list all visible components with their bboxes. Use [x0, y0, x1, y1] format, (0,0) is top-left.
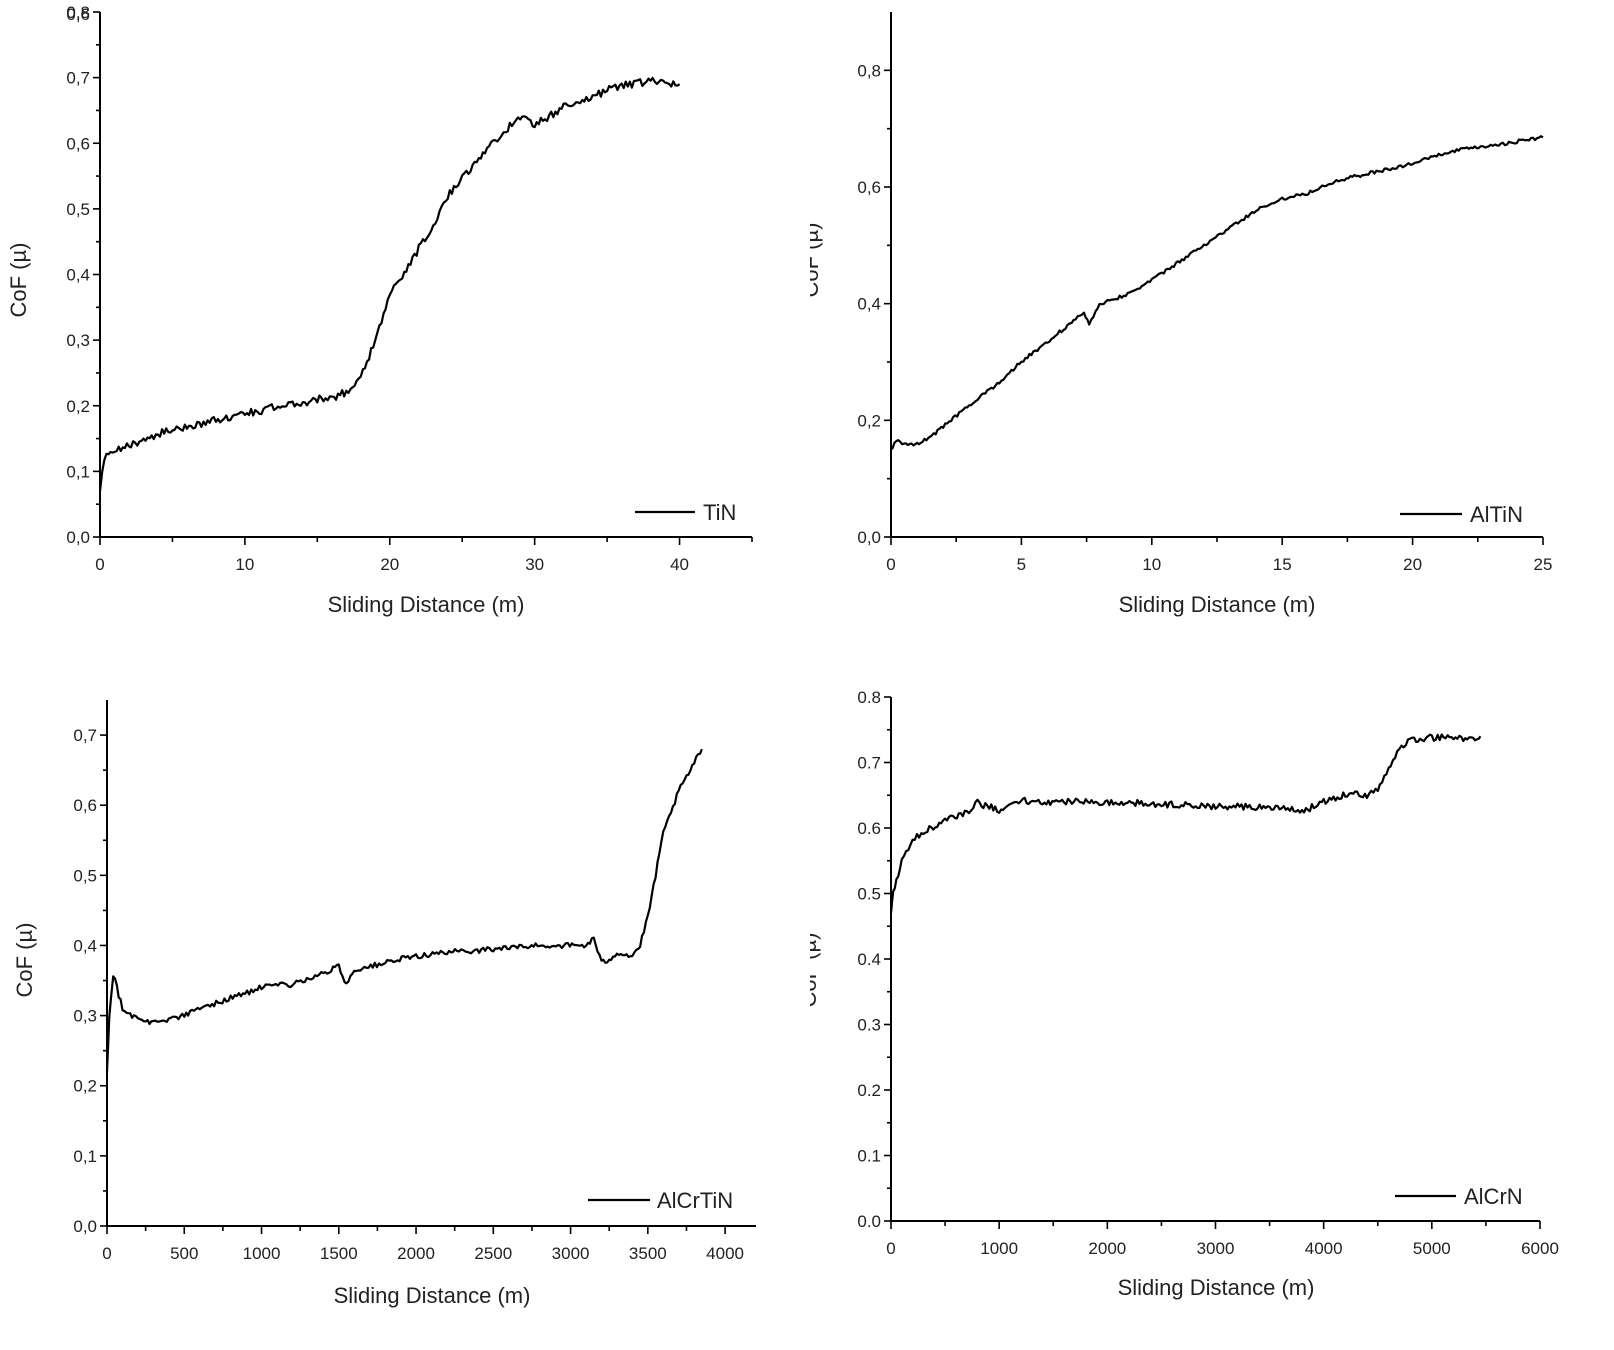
y-tick-label: 0,5	[73, 866, 97, 885]
y-tick-label: 0,6	[857, 178, 881, 197]
y-tick-label: 0,4	[66, 266, 90, 285]
y-tick-label: 0.4	[857, 950, 881, 969]
x-axis-title: Sliding Distance (m)	[1118, 1275, 1315, 1300]
chart-svg: 0,0 0,1 0,2 0,3 0,4 0,5 0,6 0,7 0,8 0 10 20 30 40 0,…	[6, 3, 753, 617]
y-tick-label: 0.3	[857, 1016, 881, 1035]
chart-svg: 0.0 0.1 0.2 0.3 0.4 0.5 0.6 0.7 0.8 0 1000 2000 300…	[810, 688, 1559, 1300]
y-ticks: 0,0 0,1 0,2 0,3 0,4 0,5 0,6 0,7	[73, 726, 107, 1236]
chart-panel-altin: 0,0 0,2 0,4 0,6 0,8 0 5 10 15 20 25 Sliding Dista…	[810, 0, 1610, 670]
x-tick-label: 2000	[1088, 1239, 1126, 1258]
x-tick-label: 20	[380, 555, 399, 574]
x-tick-label: 1500	[320, 1244, 358, 1263]
x-ticks: 0 500 1000 1500 2000 2500 3000 3500 4000	[102, 1226, 744, 1263]
y-tick-label: 0,1	[66, 462, 90, 481]
legend-label: AlCrTiN	[657, 1188, 733, 1213]
y-tick-label: 0,1	[73, 1147, 97, 1166]
x-axis-title: Sliding Distance (m)	[328, 592, 525, 617]
y-tick-label: 0,8	[857, 61, 881, 80]
y-tick-label: 0,6	[66, 134, 90, 153]
series-line	[98, 76, 681, 492]
y-tick-label: 0,4	[857, 295, 881, 314]
x-tick-label: 6000	[1521, 1239, 1559, 1258]
y-top-label: 0,6	[66, 5, 90, 24]
series-line	[890, 135, 1544, 451]
y-tick-label: 0,2	[66, 397, 90, 416]
x-tick-label: 10	[235, 555, 254, 574]
x-ticks: 0 5 10 15 20 25	[886, 537, 1552, 574]
y-tick-label: 0,3	[73, 1007, 97, 1026]
x-tick-label: 0	[886, 555, 895, 574]
y-ticks: 0.0 0.1 0.2 0.3 0.4 0.5 0.6 0.7 0.8	[857, 688, 891, 1231]
x-tick-label: 3500	[629, 1244, 667, 1263]
y-axis-title: CoF (µ)	[6, 242, 31, 317]
x-tick-label: 3000	[1197, 1239, 1235, 1258]
x-axis-title: Sliding Distance (m)	[1119, 592, 1316, 617]
y-ticks: 0,0 0,2 0,4 0,6 0,8	[857, 61, 891, 547]
series-line	[889, 733, 1482, 914]
y-tick-label: 0,0	[857, 528, 881, 547]
y-tick-label: 0.7	[857, 754, 881, 773]
legend-label: TiN	[703, 500, 736, 525]
y-tick-label: 0,0	[73, 1217, 97, 1236]
x-tick-label: 4000	[706, 1244, 744, 1263]
x-tick-label: 1000	[243, 1244, 281, 1263]
x-tick-label: 40	[670, 555, 689, 574]
x-tick-label: 25	[1534, 555, 1553, 574]
y-axis-title: CoF (µ)	[810, 222, 823, 297]
x-tick-label: 20	[1403, 555, 1422, 574]
legend-label: AlTiN	[1470, 502, 1523, 527]
y-tick-label: 0,2	[73, 1077, 97, 1096]
x-tick-label: 4000	[1305, 1239, 1343, 1258]
y-tick-label: 0,7	[66, 69, 90, 88]
y-tick-label: 0,6	[73, 796, 97, 815]
x-tick-label: 5000	[1413, 1239, 1451, 1258]
y-axis-title: CoF (µ)	[810, 932, 821, 1007]
x-tick-label: 10	[1142, 555, 1161, 574]
x-ticks: 0 1000 2000 3000 4000 5000 6000	[886, 1221, 1559, 1258]
x-axis-title: Sliding Distance (m)	[334, 1283, 531, 1308]
y-tick-label: 0,2	[857, 411, 881, 430]
y-tick-label: 0.5	[857, 885, 881, 904]
y-tick-label: 0.0	[857, 1212, 881, 1231]
x-tick-label: 2000	[397, 1244, 435, 1263]
y-tick-label: 0,0	[66, 528, 90, 547]
chart-panel-alcrn: 0.0 0.1 0.2 0.3 0.4 0.5 0.6 0.7 0.8 0 1000 2000 300…	[810, 680, 1610, 1350]
y-tick-label: 0,3	[66, 331, 90, 350]
y-tick-label: 0,4	[73, 936, 97, 955]
x-tick-label: 15	[1273, 555, 1292, 574]
y-tick-label: 0,7	[73, 726, 97, 745]
y-tick-label: 0,5	[66, 200, 90, 219]
x-tick-label: 3000	[552, 1244, 590, 1263]
x-tick-label: 0	[102, 1244, 111, 1263]
chart-panel-tin: 0,0 0,1 0,2 0,3 0,4 0,5 0,6 0,7 0,8 0 10 20 30 40 0,…	[0, 0, 800, 670]
y-axis-title: CoF (µ)	[12, 922, 37, 997]
x-tick-label: 500	[170, 1244, 198, 1263]
legend-label: AlCrN	[1464, 1184, 1523, 1209]
chart-panel-alcrtin: 0,0 0,1 0,2 0,3 0,4 0,5 0,6 0,7 0 500 1000 1500 200…	[0, 680, 800, 1350]
x-tick-label: 30	[525, 555, 544, 574]
series-line	[105, 748, 703, 1072]
x-tick-label: 2500	[474, 1244, 512, 1263]
x-tick-label: 0	[886, 1239, 895, 1258]
x-tick-label: 0	[95, 555, 104, 574]
x-tick-label: 5	[1017, 555, 1026, 574]
y-tick-label: 0.1	[857, 1147, 881, 1166]
y-tick-label: 0.8	[857, 688, 881, 707]
x-tick-label: 1000	[980, 1239, 1018, 1258]
y-ticks: 0,0 0,1 0,2 0,3 0,4 0,5 0,6 0,7 0,8	[66, 3, 100, 547]
chart-svg: 0,0 0,1 0,2 0,3 0,4 0,5 0,6 0,7 0 500 1000 1500 200…	[12, 700, 756, 1308]
y-tick-label: 0.2	[857, 1081, 881, 1100]
y-tick-label: 0,8	[66, 3, 90, 22]
chart-svg: 0,0 0,2 0,4 0,6 0,8 0 5 10 15 20 25 Sliding Dista…	[810, 12, 1552, 617]
x-ticks: 0 10 20 30 40	[95, 537, 753, 574]
y-tick-label: 0.6	[857, 819, 881, 838]
